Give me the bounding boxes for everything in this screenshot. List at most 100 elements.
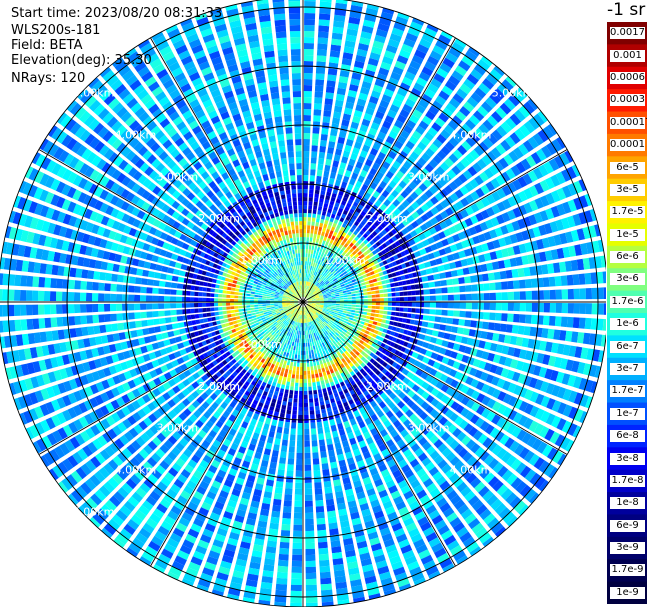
radar-gate bbox=[299, 386, 303, 391]
radar-gate bbox=[390, 316, 395, 321]
radar-gate bbox=[160, 166, 170, 177]
radar-gate bbox=[290, 320, 294, 325]
radar-gate bbox=[129, 321, 136, 329]
radar-gate bbox=[142, 243, 151, 251]
radar-gate bbox=[86, 304, 93, 313]
radar-gate bbox=[357, 365, 363, 371]
radar-gate bbox=[197, 368, 205, 377]
radar-gate bbox=[354, 429, 362, 437]
radar-gate bbox=[393, 396, 401, 405]
radar-gate bbox=[79, 220, 89, 231]
radar-gate bbox=[298, 293, 301, 298]
radar-gate bbox=[172, 405, 182, 415]
radar-gate bbox=[357, 334, 363, 339]
radar-gate bbox=[156, 503, 168, 514]
radar-gate bbox=[4, 226, 12, 239]
radar-gate bbox=[270, 235, 275, 241]
radar-gate bbox=[111, 353, 120, 363]
radar-gate bbox=[59, 442, 71, 456]
radar-gate bbox=[272, 369, 277, 374]
radar-gate bbox=[309, 402, 314, 407]
radar-gate bbox=[256, 219, 262, 225]
radar-gate bbox=[306, 334, 309, 339]
radar-gate bbox=[391, 368, 398, 375]
radar-gate bbox=[138, 465, 150, 476]
radar-gate bbox=[372, 348, 378, 354]
radar-gate bbox=[84, 95, 97, 108]
radar-gate bbox=[124, 133, 136, 145]
radar-gate bbox=[248, 250, 254, 256]
radar-gate bbox=[132, 218, 141, 228]
radar-gate bbox=[137, 128, 149, 140]
radar-gate bbox=[229, 343, 235, 348]
radar-gate bbox=[502, 406, 512, 418]
radar-gate bbox=[193, 146, 203, 156]
radar-gate bbox=[169, 89, 181, 100]
radar-gate bbox=[272, 360, 277, 365]
radar-gate bbox=[263, 328, 268, 333]
radar-gate bbox=[465, 387, 475, 397]
radar-gate bbox=[98, 467, 110, 479]
radar-gate bbox=[278, 299, 283, 301]
radar-gate bbox=[496, 378, 506, 389]
radar-gate bbox=[275, 589, 287, 597]
radar-gate bbox=[395, 312, 400, 317]
radar-gate bbox=[303, 335, 305, 340]
radar-gate bbox=[267, 280, 272, 284]
radar-gate bbox=[341, 324, 346, 329]
radar-gate bbox=[278, 362, 283, 368]
radar-gate bbox=[230, 442, 239, 451]
radar-gate bbox=[170, 296, 177, 302]
radar-gate bbox=[268, 322, 273, 326]
radar-gate bbox=[555, 371, 565, 384]
radar-gate bbox=[388, 352, 394, 359]
radar-gate bbox=[190, 285, 196, 291]
radar-gate bbox=[432, 361, 441, 370]
radar-gate bbox=[226, 148, 236, 157]
radar-gate bbox=[234, 564, 246, 573]
radar-gate bbox=[257, 266, 262, 271]
radar-gate bbox=[336, 341, 341, 346]
radar-gate bbox=[167, 571, 180, 581]
radar-gate bbox=[299, 382, 303, 387]
radar-gate bbox=[311, 305, 315, 308]
radar-gate bbox=[311, 378, 316, 383]
radar-gate bbox=[367, 305, 372, 309]
radar-gate bbox=[29, 217, 39, 230]
radar-gate bbox=[41, 373, 51, 385]
radar-gate bbox=[293, 524, 303, 531]
radar-gate bbox=[241, 279, 246, 283]
radar-gate bbox=[34, 406, 44, 419]
radar-gate bbox=[482, 437, 493, 449]
radar-gate bbox=[321, 328, 325, 333]
radar-gate bbox=[193, 470, 203, 480]
radar-gate bbox=[310, 370, 315, 375]
radar-gate bbox=[353, 596, 366, 603]
radar-gate bbox=[266, 228, 271, 234]
radar-gate bbox=[249, 233, 255, 239]
radar-gate bbox=[144, 76, 157, 87]
radar-gate bbox=[229, 224, 235, 231]
radar-gate bbox=[268, 467, 276, 475]
radar-gate bbox=[291, 333, 295, 338]
radar-gate bbox=[279, 309, 284, 313]
radar-gate bbox=[245, 480, 254, 489]
radar-gate bbox=[247, 340, 253, 346]
radar-gate bbox=[440, 405, 449, 415]
radar-gate bbox=[234, 230, 241, 236]
radar-gate bbox=[313, 309, 317, 313]
radar-gate bbox=[249, 178, 257, 186]
radar-gate bbox=[216, 146, 225, 156]
radar-gate bbox=[265, 300, 270, 302]
radar-gate bbox=[304, 310, 306, 315]
radar-gate bbox=[325, 339, 330, 345]
radar-gate bbox=[460, 486, 472, 497]
radar-gate bbox=[284, 368, 289, 374]
radar-gate bbox=[381, 448, 390, 458]
radar-gate bbox=[353, 410, 361, 418]
radar-gate bbox=[293, 329, 296, 334]
radar-gate bbox=[295, 286, 298, 291]
radar-gate bbox=[146, 303, 153, 310]
radar-gate bbox=[388, 485, 398, 494]
radar-gate bbox=[571, 360, 580, 373]
